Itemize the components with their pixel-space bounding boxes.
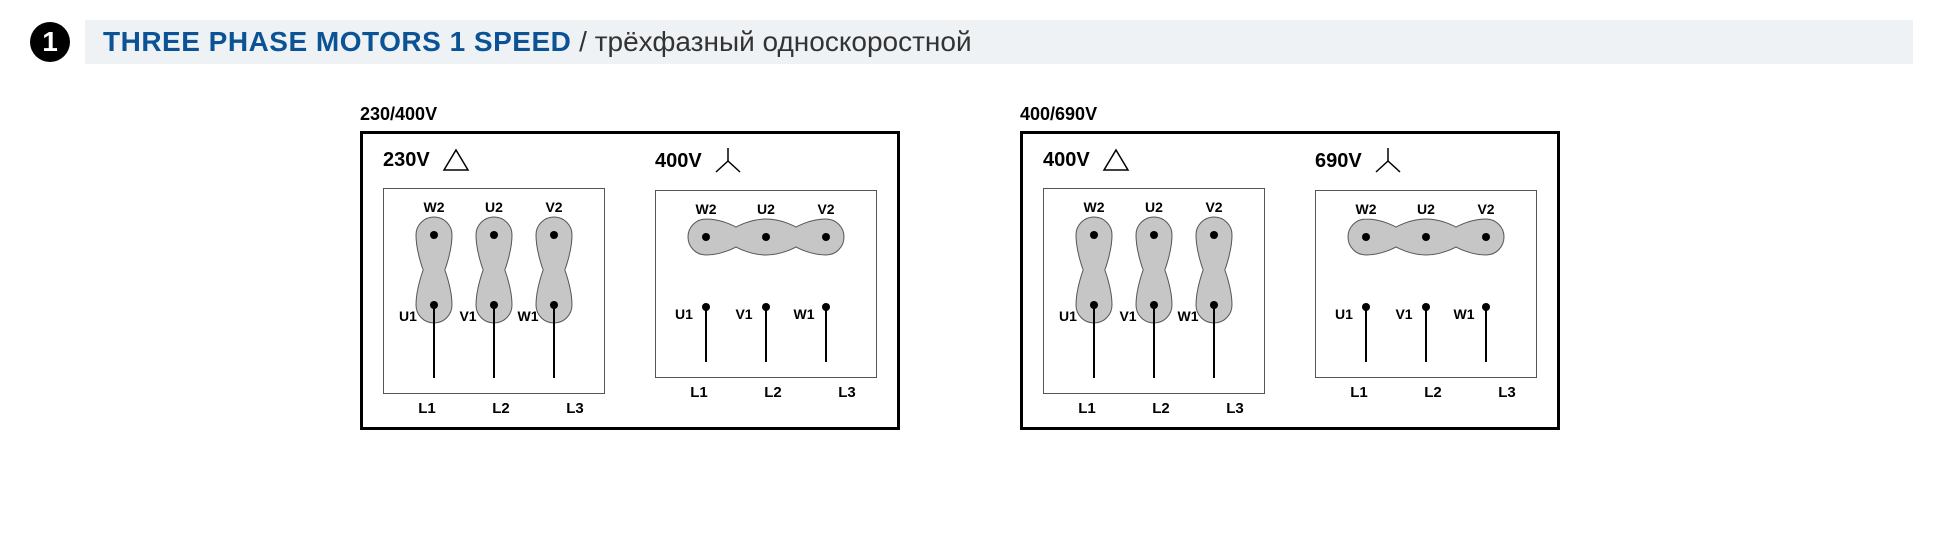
delta-terminal-svg [1064, 215, 1244, 383]
panel-header: 690V [1315, 148, 1537, 174]
terminal-label: U2 [1396, 201, 1456, 217]
line-label: L1 [669, 384, 729, 401]
title-en: THREE PHASE MOTORS 1 SPEED [103, 26, 571, 57]
voltage-group: 400/690V400VW2U2V2U1V1W1L1L2L3690VW2U2V2… [1020, 104, 1560, 430]
top-terminal-labels: W2U2V2 [1336, 201, 1516, 217]
terminal-label: U1 [1314, 306, 1374, 322]
star-terminal-svg [676, 217, 856, 367]
star-icon [714, 148, 742, 174]
terminal-label: U2 [464, 199, 524, 215]
group-label: 230/400V [360, 104, 900, 125]
terminal-box: W2U2V2U1V1W1 [1043, 188, 1265, 394]
line-labels: L1 L2 L3 [383, 400, 605, 417]
terminal-box: W2U2V2 U1V1W1 [1315, 190, 1537, 378]
terminal-diagram [1336, 217, 1516, 367]
star-icon [1374, 148, 1402, 174]
terminal-label: V2 [1456, 201, 1516, 217]
group-box: 400VW2U2V2U1V1W1L1L2L3690VW2U2V2U1V1W1L1… [1020, 131, 1560, 430]
line-label: L1 [397, 400, 457, 417]
line-label: L3 [1477, 384, 1537, 401]
terminal-label: V1 [1374, 306, 1434, 322]
star-terminal-svg [1336, 217, 1516, 367]
voltage-group: 230/400V230VW2U2V2U1V1W1L1L2L3400VW2U2V2… [360, 104, 900, 430]
top-terminal-labels: W2U2V2 [1064, 199, 1244, 215]
terminal-label: W1 [774, 306, 834, 322]
bottom-terminal-labels: U1V1W1 [676, 306, 856, 322]
bottom-terminal-labels: U1V1W1 [1336, 306, 1516, 322]
diagrams-row: 230/400V230VW2U2V2U1V1W1L1L2L3400VW2U2V2… [30, 104, 1913, 430]
section-number: 1 [30, 22, 70, 62]
panel-voltage: 400V [1043, 149, 1090, 172]
terminal-box: W2U2V2 U1V1W1 [655, 190, 877, 378]
terminal-label: U2 [736, 201, 796, 217]
terminal-box: W2U2V2U1V1W1 [383, 188, 605, 394]
group-label: 400/690V [1020, 104, 1560, 125]
wiring-panel: 400V W2U2V2U1V1W1 L1 L2 L3 [1043, 148, 1265, 417]
line-label: L2 [1403, 384, 1463, 401]
terminal-label: W2 [1336, 201, 1396, 217]
wiring-panel: 400V W2U2V2 U1V1W1 L1 L2 L3 [655, 148, 877, 417]
delta-icon [1102, 148, 1130, 172]
terminal-diagram [1064, 215, 1244, 383]
panel-voltage: 690V [1315, 150, 1362, 173]
top-terminal-labels: W2U2V2 [404, 199, 584, 215]
line-label: L1 [1057, 400, 1117, 417]
delta-terminal-svg [404, 215, 584, 383]
terminal-label: V2 [1184, 199, 1244, 215]
line-labels: L1 L2 L3 [655, 384, 877, 401]
terminal-diagram [404, 215, 584, 383]
line-label: L2 [1131, 400, 1191, 417]
delta-icon [442, 148, 470, 172]
line-labels: L1 L2 L3 [1315, 384, 1537, 401]
terminal-label: W2 [676, 201, 736, 217]
line-label: L3 [1205, 400, 1265, 417]
line-label: L1 [1329, 384, 1389, 401]
line-label: L2 [471, 400, 531, 417]
header-row: 1 THREE PHASE MOTORS 1 SPEED / трёхфазны… [30, 20, 1913, 64]
terminal-label: W1 [1434, 306, 1494, 322]
terminal-label: V1 [714, 306, 774, 322]
terminal-label: V2 [524, 199, 584, 215]
panel-header: 400V [1043, 148, 1265, 172]
terminal-label: V2 [796, 201, 856, 217]
wiring-panel: 230V W2U2V2U1V1W1 L1 L2 L3 [383, 148, 605, 417]
panel-voltage: 230V [383, 149, 430, 172]
terminal-label: U2 [1124, 199, 1184, 215]
panel-header: 230V [383, 148, 605, 172]
terminal-diagram [676, 217, 856, 367]
line-label: L2 [743, 384, 803, 401]
terminal-label: W2 [404, 199, 464, 215]
line-label: L3 [817, 384, 877, 401]
panel-header: 400V [655, 148, 877, 174]
top-terminal-labels: W2U2V2 [676, 201, 856, 217]
header-bar: THREE PHASE MOTORS 1 SPEED / трёхфазный … [85, 20, 1913, 64]
group-box: 230VW2U2V2U1V1W1L1L2L3400VW2U2V2U1V1W1L1… [360, 131, 900, 430]
line-label: L3 [545, 400, 605, 417]
title-ru: / трёхфазный односкоростной [579, 26, 971, 57]
wiring-panel: 690V W2U2V2 U1V1W1 L1 L2 L3 [1315, 148, 1537, 417]
terminal-label: U1 [654, 306, 714, 322]
terminal-label: W2 [1064, 199, 1124, 215]
line-labels: L1 L2 L3 [1043, 400, 1265, 417]
panel-voltage: 400V [655, 150, 702, 173]
